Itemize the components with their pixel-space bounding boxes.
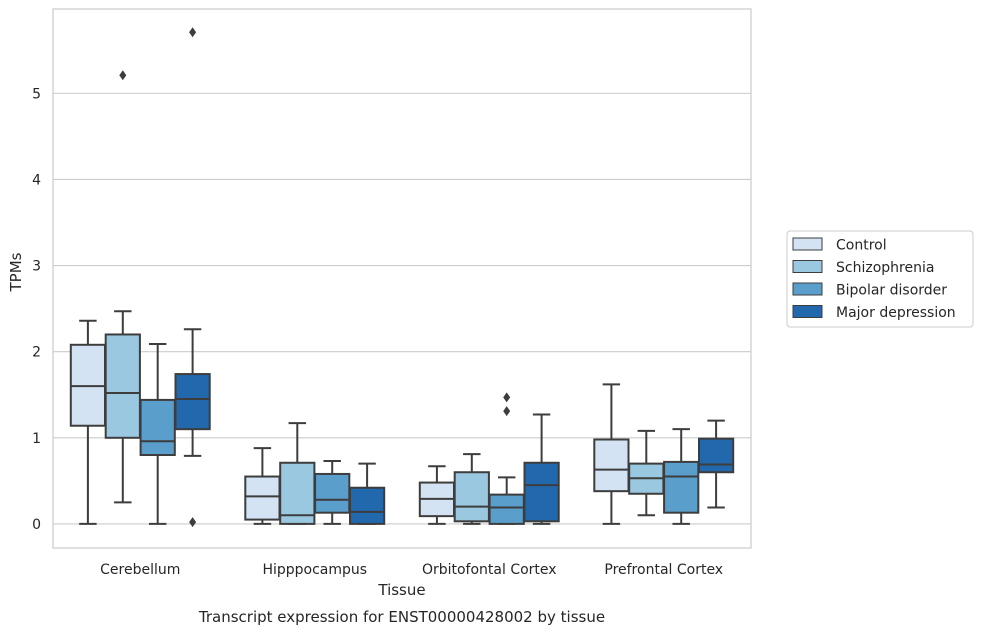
outlier-marker	[503, 392, 511, 403]
legend-swatch	[792, 305, 823, 318]
outlier-marker	[189, 517, 197, 528]
x-tick-label: Prefrontal Cortex	[604, 562, 723, 578]
x-tick-label: Hipppocampus	[262, 562, 367, 578]
legend-swatch	[792, 282, 823, 296]
boxes-layer	[69, 27, 735, 528]
y-tick-label: 2	[32, 345, 41, 361]
box-0-2	[418, 465, 456, 525]
x-axis-label: Tissue	[377, 581, 425, 599]
box-1-0	[104, 70, 141, 504]
y-axis-label: TPMs	[7, 252, 25, 292]
legend-frame	[786, 230, 974, 328]
box-iqr	[697, 437, 735, 474]
outlier-marker	[503, 406, 511, 417]
legend-label: Bipolar disorder	[836, 283, 947, 299]
legend-label: Control	[836, 238, 887, 254]
box-0-3	[593, 383, 630, 525]
box-iqr	[348, 486, 386, 525]
box-iqr	[244, 475, 281, 521]
y-tick-label: 4	[32, 172, 41, 188]
x-tick-label: Orbitofontal Cortex	[422, 562, 557, 578]
x-tick-labels: Cerebellum Hipppocampus Orbitofontal Corte…	[100, 562, 723, 578]
plot-background	[53, 9, 751, 548]
box-iqr	[523, 461, 560, 523]
outlier-marker	[119, 70, 127, 81]
x-tick-label: Cerebellum	[100, 562, 180, 578]
legend-label: Major depression	[836, 305, 956, 321]
box-iqr	[174, 373, 211, 431]
box-1-1	[279, 422, 316, 525]
legend-swatch	[792, 260, 823, 273]
box-3-3	[697, 419, 735, 509]
box-1-2	[453, 453, 490, 525]
y-tick-labels: 0 1 2 3 4 5	[32, 86, 41, 533]
box-2-3	[663, 428, 700, 525]
y-tick-label: 0	[32, 517, 41, 533]
plot-frame	[52, 8, 752, 549]
box-2-1	[314, 460, 351, 525]
box-iqr	[104, 333, 141, 439]
y-tick-label: 5	[32, 86, 41, 102]
box-iqr	[314, 472, 351, 514]
box-3-2	[523, 413, 560, 525]
legend: Control Schizophrenia Bipolar disorder Majo…	[786, 230, 974, 328]
box-iqr	[663, 460, 700, 514]
box-0-1	[244, 447, 281, 525]
y-tick-label: 3	[32, 259, 41, 275]
box-iqr	[453, 471, 490, 523]
box-iqr	[139, 398, 176, 457]
box-3-1	[348, 462, 386, 525]
chart-caption: Transcript expression for ENST0000042800…	[198, 608, 605, 626]
box-iqr	[488, 493, 525, 525]
y-tick-label: 1	[32, 431, 41, 447]
legend-swatch	[792, 237, 823, 251]
box-3-0	[174, 27, 211, 528]
legend-label: Schizophrenia	[836, 260, 934, 276]
box-1-3	[628, 429, 665, 517]
box-iqr	[593, 438, 630, 493]
outlier-marker	[189, 27, 197, 38]
